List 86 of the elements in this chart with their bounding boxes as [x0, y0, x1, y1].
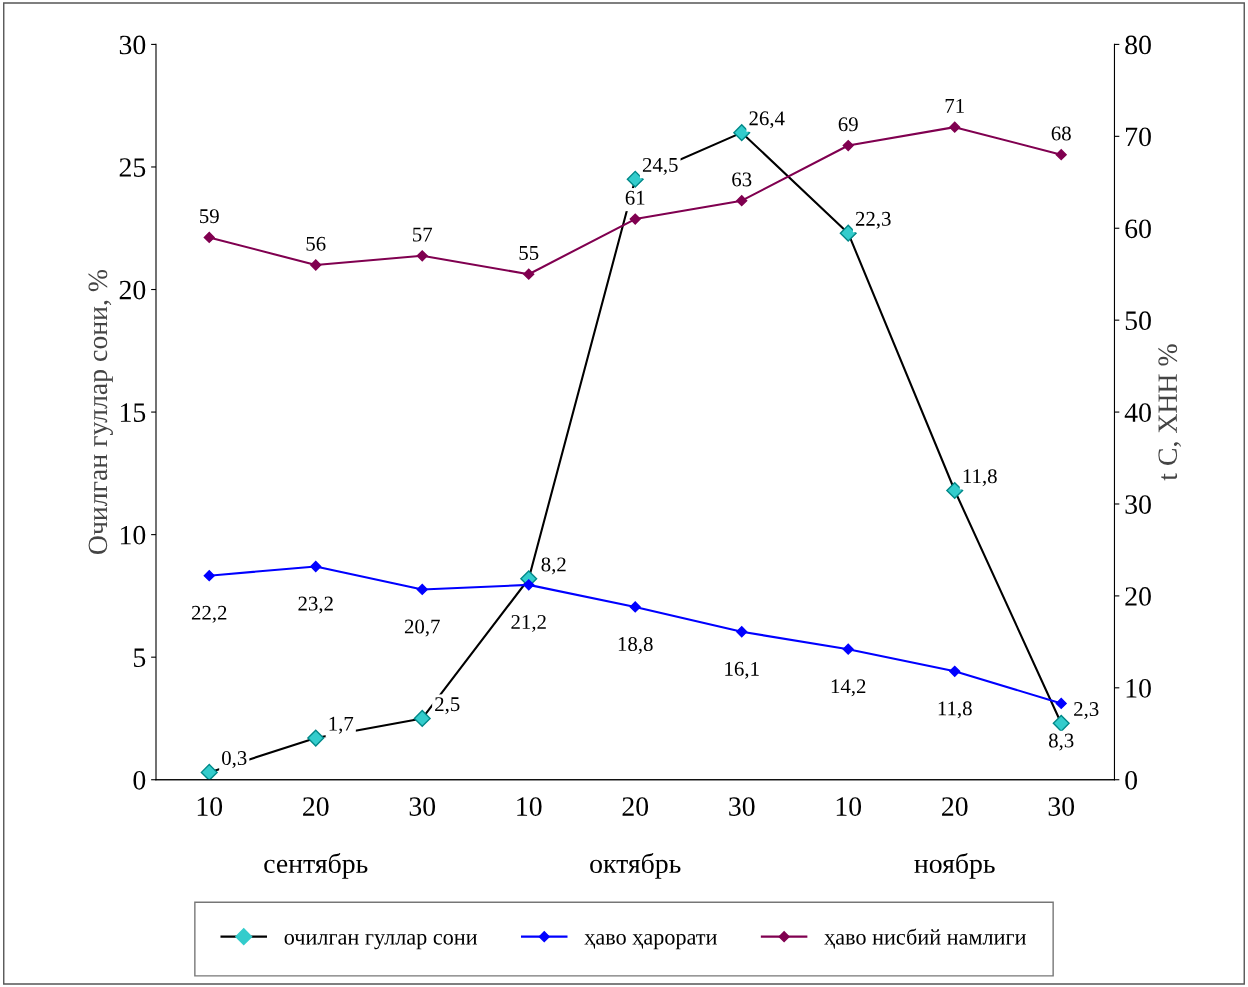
data-label: 18,8 — [618, 636, 653, 655]
y-axis-title: Очилган гуллар сони, % — [88, 269, 113, 555]
point — [842, 139, 854, 152]
y-tick-label: 20 — [119, 280, 146, 300]
point — [523, 579, 535, 591]
x-tick-label: 30 — [409, 797, 436, 816]
y2-tick-label: 30 — [1125, 495, 1151, 514]
data-label: 55 — [519, 246, 539, 260]
point — [416, 250, 428, 262]
point — [629, 213, 641, 225]
y-tick-label: 0 — [133, 770, 146, 790]
point — [523, 268, 535, 280]
data-label: 22,2 — [191, 605, 227, 623]
x-tick-label: 30 — [729, 797, 755, 816]
data-label: 56 — [306, 236, 326, 251]
data-label: 8,3 — [1048, 733, 1074, 751]
data-label: 26,4 — [749, 111, 785, 129]
data-label: 2,5 — [435, 697, 460, 715]
data-label: 8,2 — [541, 557, 566, 575]
legend-label: очилган гуллар сони — [284, 933, 478, 950]
y-tick-label: 5 — [134, 648, 146, 668]
legend-label: ҳаво нисбий намлиги — [824, 928, 1026, 949]
data-label: 68 — [1051, 126, 1071, 141]
point — [416, 583, 428, 596]
point — [946, 481, 964, 500]
data-label: 69 — [838, 117, 858, 132]
point — [1055, 149, 1067, 161]
data-label: 21,2 — [511, 614, 546, 632]
y-tick-label: 30 — [119, 35, 146, 55]
point — [200, 763, 218, 780]
y2-tick-label: 60 — [1125, 219, 1151, 239]
data-label: 22,3 — [855, 211, 891, 229]
data-label: 11,8 — [963, 469, 997, 487]
data-label: 63 — [732, 172, 752, 187]
y2-tick-label: 80 — [1125, 35, 1151, 55]
x-tick-label: 20 — [942, 797, 968, 816]
data-label: 57 — [413, 227, 433, 242]
point — [839, 224, 857, 242]
x-tick-label: 20 — [622, 797, 649, 816]
x-tick-label: 10 — [836, 797, 862, 816]
data-label: 2,3 — [1074, 702, 1099, 720]
point — [626, 170, 644, 188]
point — [203, 570, 215, 582]
x-tick-label: 20 — [303, 797, 329, 816]
point — [1052, 714, 1070, 732]
data-label: 14,2 — [831, 679, 866, 697]
data-label: 61 — [625, 190, 645, 205]
data-label: 59 — [200, 209, 219, 224]
legend-label: ҳаво ҳарорати — [584, 933, 717, 950]
data-label: 16,1 — [725, 661, 759, 679]
data-label: 71 — [945, 98, 964, 113]
point — [736, 195, 748, 207]
point — [949, 121, 961, 133]
point — [629, 601, 641, 613]
data-label: 0,3 — [222, 751, 247, 769]
y2-tick-label: 20 — [1125, 587, 1151, 606]
data-label: 24,5 — [642, 157, 678, 175]
data-label: 1,7 — [329, 716, 354, 734]
data-label: 20,7 — [404, 619, 440, 637]
point — [413, 709, 431, 728]
text: сентябрь — [264, 852, 368, 879]
x-tick-label: 30 — [1048, 797, 1075, 816]
point — [736, 626, 748, 638]
y-tick-label: 10 — [120, 525, 146, 545]
point — [949, 665, 961, 677]
y-tick-label: 15 — [120, 403, 146, 422]
point — [310, 560, 322, 573]
y2-axis-title: t C, ХНН % — [1158, 344, 1182, 481]
y-tick-label: 25 — [119, 158, 146, 177]
y2-tick-label: 40 — [1124, 403, 1151, 422]
point — [307, 729, 325, 747]
point — [1055, 697, 1067, 710]
point — [203, 231, 215, 244]
y2-tick-label: 0 — [1125, 770, 1138, 790]
point — [310, 259, 322, 271]
x-tick-label: 10 — [197, 797, 223, 816]
y2-tick-label: 10 — [1126, 678, 1151, 698]
y2-tick-label: 70 — [1126, 127, 1151, 147]
data-label: 23,2 — [298, 596, 333, 614]
data-label: 11,8 — [938, 701, 972, 719]
y2-tick-label: 50 — [1125, 311, 1151, 331]
x-tick-label: 10 — [517, 797, 542, 816]
text: ноябрь — [914, 852, 995, 879]
point — [842, 643, 854, 655]
point — [733, 124, 751, 142]
text: октябрь — [590, 852, 681, 879]
